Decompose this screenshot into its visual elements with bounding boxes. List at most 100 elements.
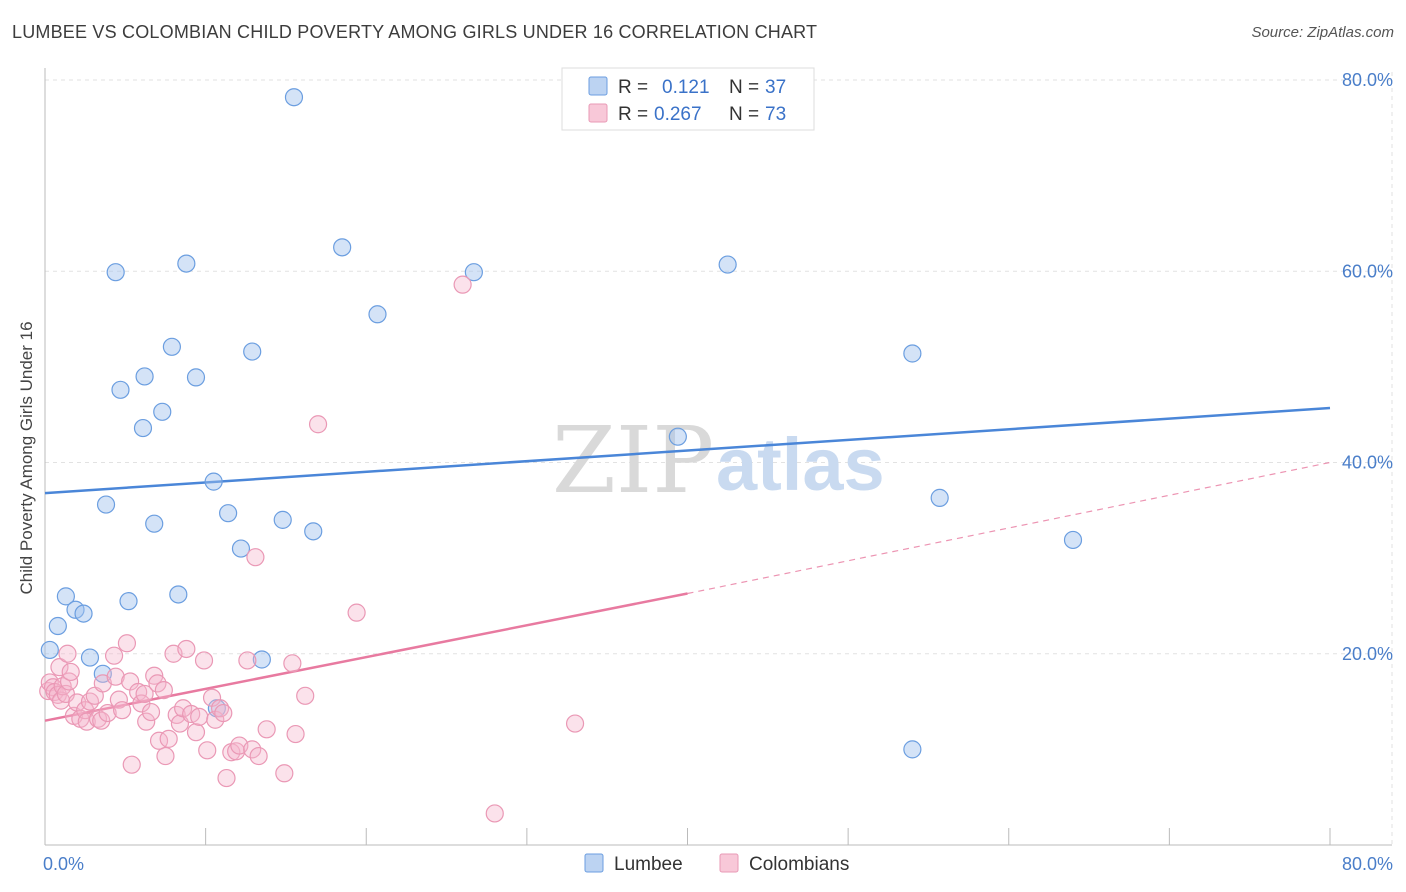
point-lumbee-33: [903, 344, 922, 363]
bottom-swatch-colombians: [719, 853, 739, 873]
point-colombians-57: [227, 742, 246, 761]
point-colombians-49: [194, 651, 214, 670]
point-lumbee-26: [284, 88, 304, 107]
legend-r-value-1: 0.121: [662, 77, 710, 98]
point-colombians-22: [98, 703, 117, 723]
point-colombians-15: [76, 701, 95, 720]
point-lumbee-23: [243, 342, 262, 361]
point-colombians-61: [246, 548, 265, 567]
point-colombians-67: [296, 686, 315, 705]
point-lumbee-7: [96, 495, 116, 514]
point-colombians-69: [347, 603, 366, 622]
point-lumbee-11: [133, 418, 153, 438]
point-lumbee-21: [219, 504, 238, 523]
point-lumbee-34: [903, 740, 922, 759]
y-tick-label-0: 20.0%: [1342, 644, 1393, 664]
point-lumbee-2: [56, 587, 75, 606]
point-colombians-16: [77, 712, 96, 731]
legend-n-label-1: N =: [729, 77, 759, 98]
trend-line-0: [44, 406, 1331, 495]
point-colombians-24: [106, 667, 125, 686]
point-lumbee-16: [169, 585, 188, 604]
point-colombians-70: [453, 275, 472, 294]
point-lumbee-4: [74, 604, 93, 623]
point-lumbee-10: [119, 592, 138, 611]
point-colombians-54: [214, 703, 233, 723]
x-tick-label-0: 0.0%: [43, 854, 84, 874]
point-colombians-48: [190, 707, 209, 726]
point-lumbee-15: [162, 337, 181, 356]
legend-r-value-2: 0.267: [654, 104, 702, 125]
point-colombians-66: [286, 724, 305, 744]
point-colombians-40: [159, 729, 178, 748]
point-colombians-17: [80, 692, 100, 711]
point-lumbee-29: [368, 305, 387, 324]
point-lumbee-28: [333, 238, 352, 257]
x-tick-labels: 0.0% 80.0%: [43, 854, 1393, 874]
point-colombians-23: [104, 646, 124, 665]
legend-swatch-lumbee: [588, 76, 608, 96]
watermark-atlas: atlas: [716, 423, 885, 506]
point-lumbee-14: [153, 402, 172, 421]
point-lumbee-27: [304, 522, 323, 541]
chart-title: LUMBEE VS COLOMBIAN CHILD POVERTY AMONG …: [12, 22, 818, 42]
axes: [44, 68, 1392, 846]
legend-label-colombians: Colombians: [749, 854, 849, 875]
point-lumbee-35: [930, 488, 949, 507]
trend-lines: [44, 406, 1331, 722]
point-lumbee-1: [48, 616, 67, 636]
point-lumbee-0: [40, 640, 59, 660]
legend-r-label-1: R =: [618, 77, 648, 98]
grid-lines: [45, 72, 1393, 845]
point-colombians-62: [249, 746, 268, 766]
point-colombians-5: [50, 658, 69, 677]
watermark-zip: ZIP: [552, 407, 714, 514]
legend-n-value-1: 37: [765, 77, 786, 98]
point-colombians-26: [112, 701, 132, 720]
point-colombians-33: [137, 712, 156, 731]
x-tick-label-1: 80.0%: [1342, 854, 1393, 874]
point-colombians-38: [154, 680, 173, 700]
point-lumbee-36: [1063, 530, 1083, 550]
point-colombians-55: [217, 768, 236, 788]
y-tick-label-1: 40.0%: [1342, 453, 1393, 473]
point-colombians-29: [122, 755, 141, 774]
point-lumbee-25: [273, 510, 292, 529]
point-colombians-36: [148, 674, 167, 693]
series-legend: Lumbee Colombians: [584, 853, 849, 875]
point-lumbee-12: [135, 367, 154, 386]
point-colombians-32: [135, 684, 154, 704]
point-colombians-65: [283, 654, 302, 673]
point-lumbee-9: [111, 380, 130, 399]
point-colombians-45: [177, 639, 196, 659]
y-tick-label-2: 60.0%: [1342, 261, 1393, 281]
point-colombians-64: [275, 764, 294, 783]
legend-r-label-2: R =: [618, 104, 648, 125]
point-colombians-50: [198, 741, 217, 760]
point-colombians-39: [156, 746, 175, 766]
point-colombians-30: [129, 682, 148, 702]
point-colombians-47: [186, 723, 206, 742]
point-colombians-9: [58, 644, 77, 663]
y-tick-label-3: 80.0%: [1342, 70, 1393, 90]
legend-label-lumbee: Lumbee: [614, 854, 683, 875]
point-colombians-68: [308, 415, 328, 434]
point-lumbee-24: [252, 650, 271, 669]
legend-n-label-2: N =: [729, 104, 759, 125]
point-colombians-71: [485, 804, 504, 823]
point-colombians-27: [117, 634, 137, 653]
point-lumbee-18: [186, 368, 206, 387]
point-colombians-19: [88, 709, 108, 728]
y-tick-labels: 20.0% 40.0% 60.0% 80.0%: [1342, 70, 1393, 664]
point-lumbee-30: [464, 263, 483, 282]
point-lumbee-13: [145, 514, 164, 533]
point-colombians-25: [109, 690, 128, 709]
point-colombians-72: [565, 714, 585, 733]
legend-n-value-2: 73: [765, 104, 786, 125]
source-credit: Source: ZipAtlas.com: [1251, 24, 1394, 41]
bottom-swatch-lumbee: [584, 853, 604, 873]
point-lumbee-31: [668, 427, 687, 446]
point-colombians-59: [238, 651, 257, 670]
point-colombians-60: [243, 740, 262, 759]
